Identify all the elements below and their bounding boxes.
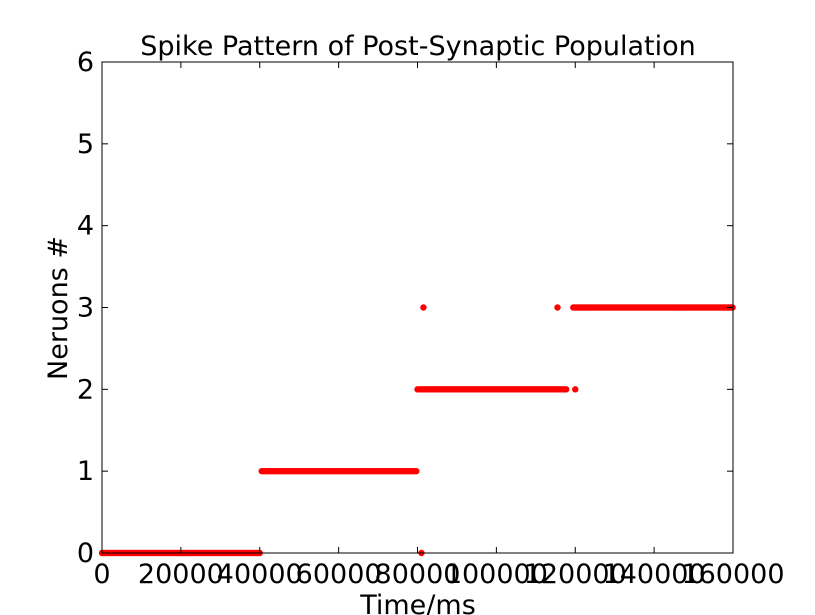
spike-point bbox=[414, 386, 421, 393]
y-tick-label: 2 bbox=[77, 374, 94, 405]
y-tick-label: 5 bbox=[77, 129, 94, 160]
spike-point bbox=[572, 386, 579, 393]
x-axis: 0 200004000060000800001000001200001400001… bbox=[93, 62, 785, 590]
x-tick-label: 0 bbox=[93, 559, 110, 590]
x-tick-label: 160000 bbox=[681, 559, 784, 590]
x-axis-label: Time/ms bbox=[359, 590, 476, 615]
y-tick-label: 4 bbox=[77, 211, 94, 242]
y-tick-label: 0 bbox=[77, 538, 94, 569]
chart-title: Spike Pattern of Post-Synaptic Populatio… bbox=[140, 31, 696, 62]
x-tick-label: 140000 bbox=[603, 559, 706, 590]
y-tick-label: 3 bbox=[77, 293, 94, 324]
spike-points bbox=[98, 304, 736, 557]
y-tick-label: 6 bbox=[77, 47, 94, 78]
y-tick-label: 1 bbox=[77, 456, 94, 487]
x-tick-label: 80000 bbox=[375, 559, 461, 590]
spike-point bbox=[562, 386, 570, 393]
spike-point bbox=[554, 304, 561, 311]
x-tick-label: 40000 bbox=[217, 559, 303, 590]
spike-point bbox=[420, 304, 427, 311]
x-tick-label: 60000 bbox=[296, 559, 382, 590]
x-tick-label: 20000 bbox=[138, 559, 224, 590]
y-axis-label: Neruons # bbox=[43, 236, 74, 380]
y-axis: 0 1 2 3 4 5 6 bbox=[77, 47, 733, 569]
x-tick-label: 120000 bbox=[524, 559, 627, 590]
spike-point bbox=[413, 467, 420, 475]
x-tick-label: 100000 bbox=[445, 559, 548, 590]
